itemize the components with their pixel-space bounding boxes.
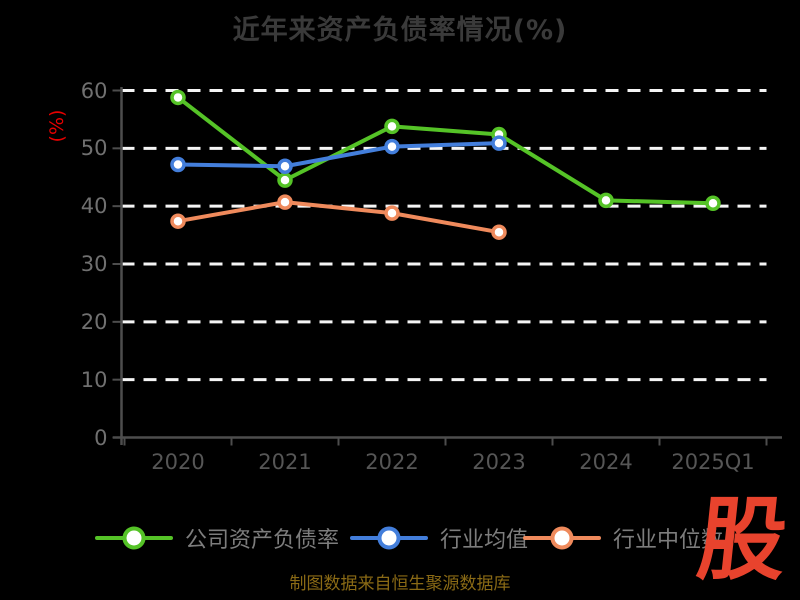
series-line-1-行业均值 xyxy=(177,141,500,169)
y-tick-label-0: 0 xyxy=(94,425,108,450)
brand-logo-gu: 股 xyxy=(692,486,792,593)
y-tick-label-20: 20 xyxy=(80,309,108,334)
x-tick-label-2020: 2020 xyxy=(151,449,205,474)
y-tick-label-10: 10 xyxy=(80,367,108,392)
y-tick-label-40: 40 xyxy=(80,194,108,219)
x-tick-label-2021: 2021 xyxy=(258,449,312,474)
x-tick-label-2024: 2024 xyxy=(579,449,633,474)
legend-circle-marker-icon xyxy=(377,526,401,550)
legend-circle-marker-icon xyxy=(122,526,146,550)
legend-label: 公司资产负债率 xyxy=(185,528,340,553)
legend-label: 行业均值 xyxy=(440,528,529,553)
legend-line-marker-icon xyxy=(523,526,601,550)
data-point-公司资产负债率-2024[interactable] xyxy=(598,192,614,209)
data-point-行业中位数-2022[interactable] xyxy=(384,205,400,221)
chart-title: 近年来资产负债率情况(%) xyxy=(232,15,568,46)
legend-circle-marker-icon xyxy=(550,526,574,550)
x-tick-label-2023: 2023 xyxy=(472,449,526,474)
data-source-attribution: 制图数据来自恒生聚源数据库 xyxy=(289,574,511,594)
data-point-行业中位数-2020[interactable] xyxy=(170,213,186,229)
data-point-行业均值-2020[interactable] xyxy=(170,156,186,173)
data-point-行业均值-2022[interactable] xyxy=(384,138,400,155)
data-point-行业均值-2021[interactable] xyxy=(277,158,293,175)
y-tick-label-60: 60 xyxy=(80,78,108,103)
legend-item-行业中位数[interactable]: 行业中位数 xyxy=(523,522,723,554)
legend-line-marker-icon xyxy=(95,526,173,550)
legend-item-行业均值[interactable]: 行业均值 xyxy=(350,522,528,554)
legend-label: 行业中位数 xyxy=(613,528,724,553)
legend: 公司资产负债率 行业均值 行业中位数 xyxy=(0,522,800,556)
data-point-公司资产负债率-2025Q1[interactable] xyxy=(705,195,721,212)
data-point-行业中位数-2023[interactable] xyxy=(491,224,507,240)
legend-item-公司资产负债率[interactable]: 公司资产负债率 xyxy=(95,522,339,554)
data-point-公司资产负债率-2020[interactable] xyxy=(170,89,186,106)
data-point-公司资产负债率-2022[interactable] xyxy=(384,118,400,135)
y-tick-label-50: 50 xyxy=(80,136,108,161)
data-point-行业中位数-2021[interactable] xyxy=(277,194,293,210)
x-tick-label-2025Q1: 2025Q1 xyxy=(671,449,755,474)
series-line-0-公司资产负债率 xyxy=(176,95,714,206)
y-tick-label-30: 30 xyxy=(80,252,108,276)
data-point-行业均值-2023[interactable] xyxy=(491,135,507,151)
x-tick-label-2022: 2022 xyxy=(365,449,419,474)
series-line-2-行业中位数 xyxy=(177,200,500,235)
legend-line-marker-icon xyxy=(350,526,428,550)
data-point-公司资产负债率-2021[interactable] xyxy=(277,172,293,188)
